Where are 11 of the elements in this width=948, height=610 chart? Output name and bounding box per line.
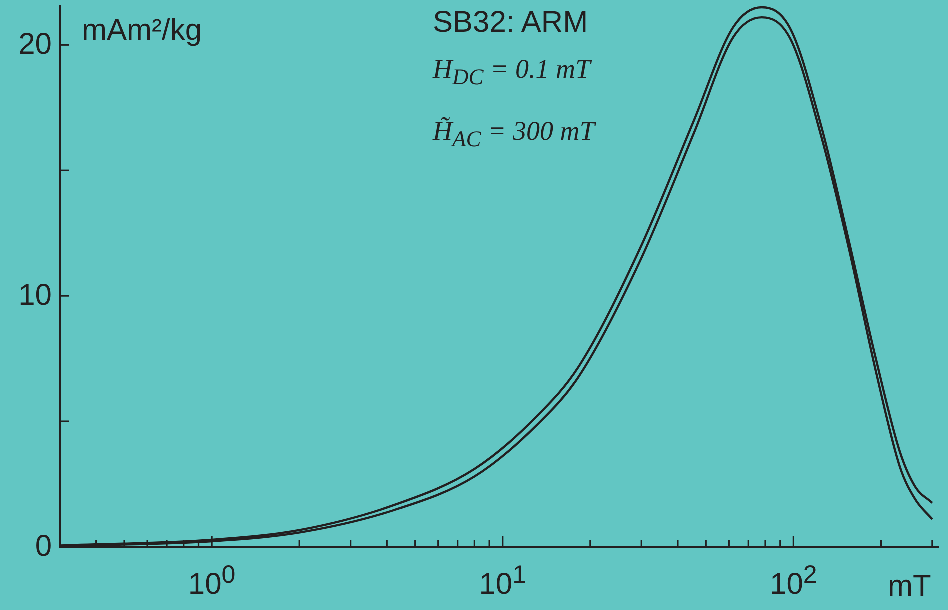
x-tick-label: 10$^{2}$: [770, 560, 818, 603]
y-axis-title: mAm²/kg: [82, 14, 202, 48]
y-tick-label: 20: [18, 28, 52, 62]
x-tick-label: 10$^{1}$: [479, 560, 526, 603]
y-tick-label: 0: [35, 530, 52, 563]
chart-title: SB32: ARM: [433, 6, 588, 40]
x-tick-label: 10$^{0}$: [188, 560, 236, 603]
x-axis-title: mT: [888, 570, 932, 604]
annotation: H$_{DC}$ = 0.1 mT: [433, 54, 590, 90]
annotation: H̃$_{AC}$ = 300 mT: [433, 116, 595, 152]
y-tick-label: 10: [18, 279, 52, 312]
